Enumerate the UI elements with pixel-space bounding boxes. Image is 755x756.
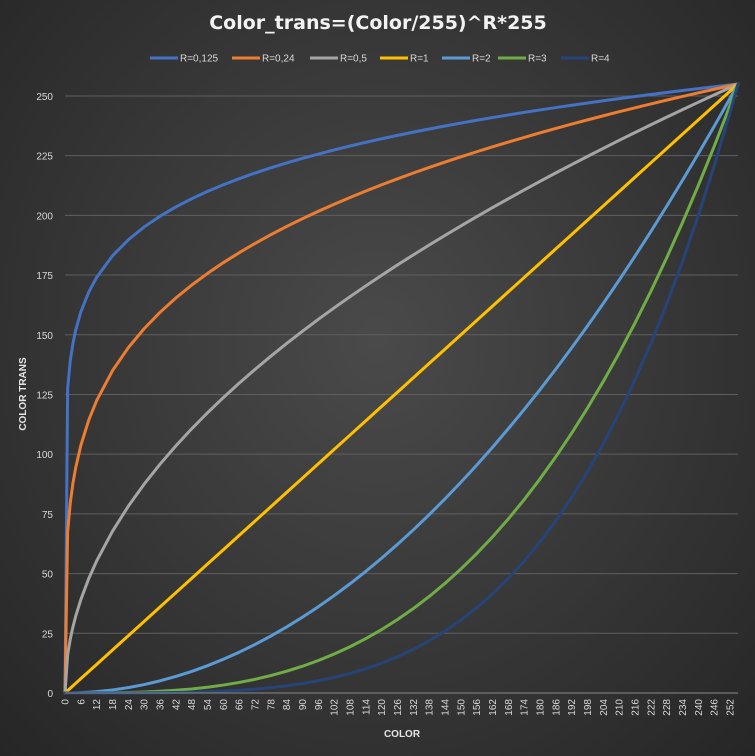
x-tick-label: 192	[567, 699, 578, 716]
series-line-4	[63, 82, 740, 695]
legend-label: R=0,24	[262, 54, 295, 65]
y-tick-label: 250	[36, 92, 53, 103]
gridlines	[65, 95, 738, 634]
y-tick-label: 150	[36, 331, 53, 342]
x-tick-label: 108	[346, 699, 357, 716]
series-line-0	[63, 82, 740, 695]
x-tick-label: 36	[156, 699, 167, 711]
x-tick-label: 198	[583, 699, 594, 716]
x-tick-label: 252	[726, 699, 737, 716]
x-tick-label: 126	[393, 699, 404, 716]
x-tick-label: 216	[631, 699, 642, 716]
x-axis-ticks: 0 6 12 18 24 30 36 42 48 54 60 66 72 78 84 90 96 102 108 11…	[61, 699, 737, 716]
x-tick-label: 54	[203, 699, 214, 711]
x-tick-label: 0	[61, 699, 72, 705]
y-tick-label: 125	[36, 390, 53, 401]
y-tick-label: 200	[36, 211, 53, 222]
x-tick-label: 60	[219, 699, 230, 711]
x-tick-label: 96	[314, 699, 325, 711]
x-tick-label: 234	[678, 699, 689, 716]
x-tick-label: 12	[92, 699, 103, 711]
x-tick-label: 42	[171, 699, 182, 711]
x-tick-label: 240	[694, 699, 705, 716]
y-tick-label: 100	[36, 450, 53, 461]
x-tick-label: 132	[409, 699, 420, 716]
legend-label: R=2	[472, 54, 491, 65]
x-tick-label: 174	[520, 699, 531, 716]
x-tick-label: 90	[298, 699, 309, 711]
y-tick-label: 50	[42, 570, 54, 581]
x-tick-label: 114	[361, 699, 372, 715]
legend-label: R=0,125	[180, 54, 219, 65]
x-tick-label: 138	[425, 699, 436, 716]
series-line-2	[63, 82, 740, 695]
x-tick-label: 66	[235, 699, 246, 711]
x-tick-label: 18	[108, 699, 119, 711]
y-axis-ticks: 0 25 50 75 100 125 150 175 200 225 250	[36, 92, 53, 700]
legend-item: R=0,125	[150, 54, 219, 65]
x-tick-label: 180	[536, 699, 547, 716]
legend-label: R=0,5	[340, 54, 367, 65]
series-line-3	[63, 82, 740, 695]
x-tick-label: 72	[251, 699, 262, 711]
x-tick-label: 228	[662, 699, 673, 716]
y-tick-label: 75	[42, 510, 54, 521]
x-tick-label: 78	[266, 699, 277, 711]
chart-title: Color_trans=(Color/255)^R*255	[209, 12, 547, 34]
series-lines	[63, 82, 740, 695]
legend-item: R=4	[561, 54, 610, 65]
x-tick-label: 84	[282, 699, 293, 711]
x-tick-label: 30	[140, 699, 151, 711]
x-axis-label: COLOR	[384, 729, 421, 740]
legend-item: R=1	[380, 54, 429, 65]
legend-label: R=3	[528, 54, 547, 65]
x-tick-label: 162	[488, 699, 499, 716]
x-tick-label: 6	[76, 699, 87, 705]
legend-label: R=1	[410, 54, 429, 65]
x-tick-label: 168	[504, 699, 515, 716]
x-tick-label: 150	[456, 699, 467, 716]
legend-item: R=0,24	[232, 54, 295, 65]
y-tick-label: 175	[36, 271, 53, 282]
x-tick-label: 144	[441, 699, 452, 716]
y-tick-label: 25	[42, 629, 54, 640]
x-tick-label: 210	[615, 699, 626, 716]
x-tick-label: 120	[377, 699, 388, 716]
x-tick-label: 186	[551, 699, 562, 716]
legend: R=0,125 R=0,24 R=0,5 R=1 R=2 R=3 R=4	[150, 54, 610, 65]
y-tick-label: 0	[47, 689, 53, 700]
x-tick-label: 24	[124, 699, 135, 711]
legend-item: R=0,5	[310, 54, 367, 65]
series-line-1	[63, 82, 740, 695]
legend-item: R=3	[498, 54, 547, 65]
y-tick-label: 225	[36, 152, 53, 163]
legend-item: R=2	[442, 54, 491, 65]
x-tick-label: 48	[187, 699, 198, 711]
x-tick-label: 156	[472, 699, 483, 716]
x-tick-label: 246	[710, 699, 721, 716]
x-tick-label: 102	[330, 699, 341, 716]
x-tick-label: 222	[646, 699, 657, 716]
legend-label: R=4	[591, 54, 610, 65]
y-axis-label: COLOR TRANS	[18, 357, 29, 431]
x-tick-label: 204	[599, 699, 610, 716]
